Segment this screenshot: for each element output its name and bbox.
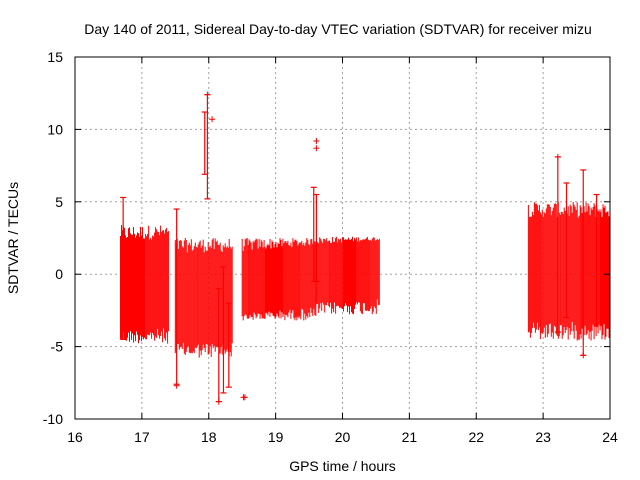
data-point: [173, 382, 180, 389]
x-tick-label: 20: [335, 429, 351, 445]
spike: [563, 182, 570, 319]
y-tick-label: -5: [51, 339, 64, 355]
data-block-3: [241, 238, 317, 321]
x-tick-label: 21: [402, 429, 418, 445]
spike: [313, 193, 320, 283]
spike: [593, 193, 600, 326]
data-block-2: [174, 238, 233, 358]
spike: [225, 302, 232, 388]
x-tick-label: 17: [134, 429, 150, 445]
data-point: [241, 394, 248, 401]
y-tick-label: 0: [55, 266, 63, 282]
y-tick-label: 5: [55, 194, 63, 210]
data-point: [554, 153, 561, 160]
x-tick-label: 24: [602, 429, 618, 445]
data-block-4: [315, 236, 380, 315]
y-tick-label: 10: [47, 121, 63, 137]
y-tick-label: -10: [43, 411, 63, 427]
data-point: [313, 145, 320, 152]
y-tick-label: 15: [47, 49, 63, 65]
data-point: [209, 116, 216, 123]
x-tick-label: 18: [201, 429, 217, 445]
chart-title: Day 140 of 2011, Sidereal Day-to-day VTE…: [84, 21, 592, 37]
data-point: [313, 137, 320, 144]
data-point: [204, 91, 211, 98]
x-axis-label: GPS time / hours: [289, 458, 396, 474]
axis-ticks: 16 17 18 19 20 21 22 23 24 -10 -5 0 5 10 15: [43, 49, 618, 445]
data-point: [215, 398, 222, 405]
spike: [220, 266, 227, 394]
x-tick-label: 16: [67, 429, 83, 445]
y-axis-label: SDTVAR / TECUs: [5, 182, 21, 294]
grid: [75, 57, 610, 419]
data-series: [120, 91, 611, 405]
data-block-1: [120, 225, 170, 344]
data-block-5: [527, 201, 611, 341]
x-tick-label: 19: [268, 429, 284, 445]
spike: [201, 111, 208, 175]
spike: [120, 196, 127, 340]
data-point: [580, 352, 587, 359]
x-tick-label: 23: [535, 429, 551, 445]
x-tick-label: 22: [468, 429, 484, 445]
